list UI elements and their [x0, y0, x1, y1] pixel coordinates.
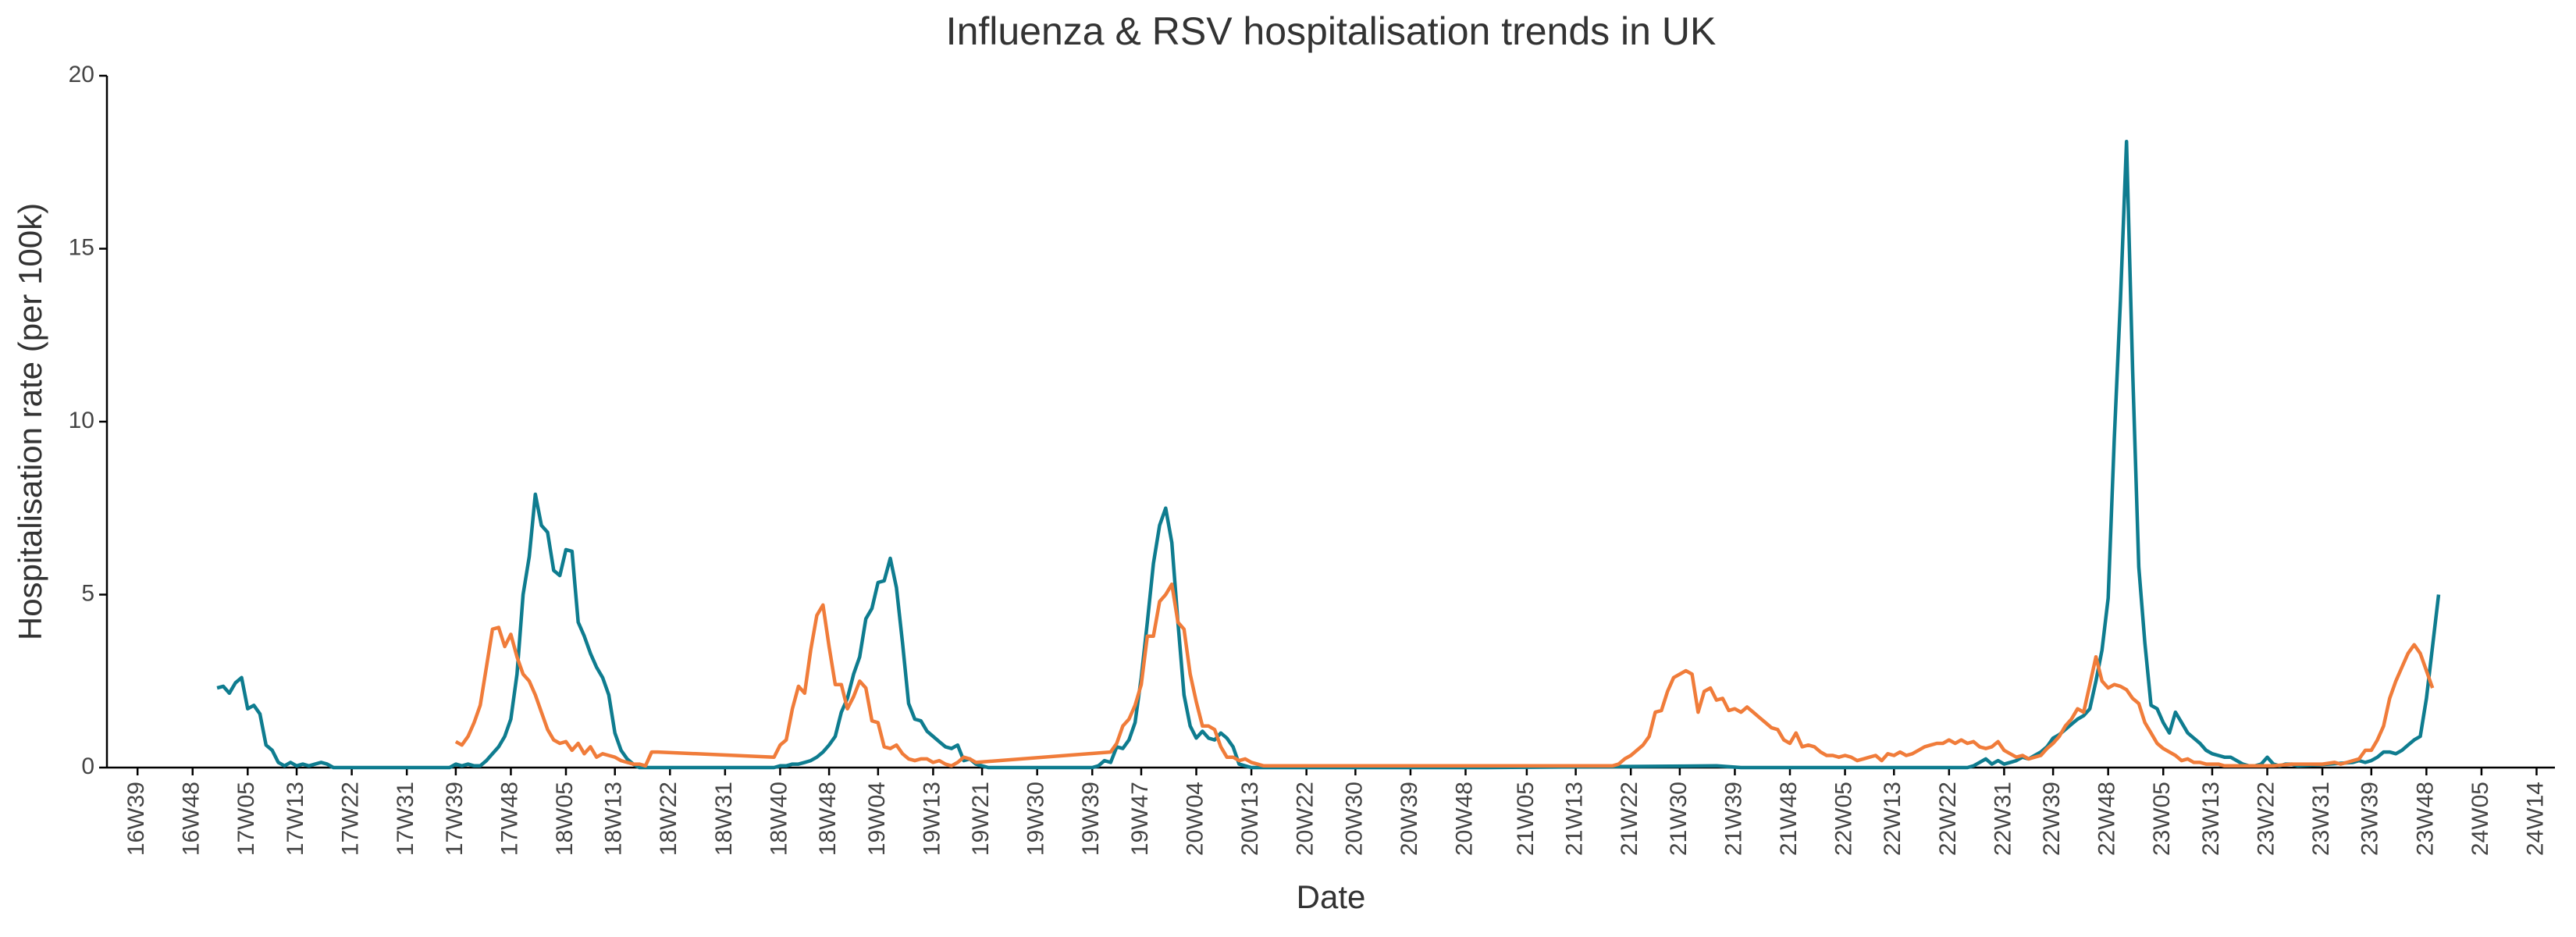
- x-tick-label: 17W48: [496, 782, 522, 856]
- x-tick-label: 19W21: [968, 782, 994, 856]
- x-tick-label: 20W13: [1237, 782, 1263, 856]
- x-tick-label: 19W47: [1127, 782, 1153, 856]
- x-tick-label: 21W05: [1513, 782, 1539, 856]
- x-tick-label: 20W22: [1293, 782, 1318, 856]
- x-tick-label: 17W31: [393, 782, 418, 856]
- y-tick-label: 15: [69, 234, 94, 260]
- x-tick-label: 19W13: [919, 782, 945, 856]
- x-tick-label: 20W48: [1451, 782, 1477, 856]
- x-axis-title: Date: [1297, 878, 1366, 915]
- x-tick-label: 17W39: [442, 782, 468, 856]
- chart-title: Influenza & RSV hospitalisation trends i…: [946, 9, 1717, 53]
- x-tick-label: 18W48: [815, 782, 841, 856]
- x-tick-label: 21W48: [1776, 782, 1802, 856]
- x-tick-label: 20W04: [1182, 782, 1208, 856]
- x-tick-label: 18W22: [656, 782, 681, 856]
- x-tick-label: 22W13: [1880, 782, 1905, 856]
- x-tick-label: 20W30: [1341, 782, 1367, 856]
- y-axis-title: Hospitalisation rate (per 100k): [12, 203, 48, 640]
- x-tick-label: 22W48: [2094, 782, 2120, 856]
- x-tick-label: 18W05: [552, 782, 578, 856]
- x-tick-label: 23W39: [2357, 782, 2383, 856]
- x-tick-label: 21W39: [1720, 782, 1746, 856]
- x-tick-label: 22W05: [1831, 782, 1856, 856]
- x-tick-label: 21W22: [1617, 782, 1642, 856]
- x-tick-label: 18W40: [766, 782, 792, 856]
- series-line: [454, 582, 2435, 768]
- x-tick-label: 23W22: [2253, 782, 2279, 856]
- x-tick-label: 18W13: [601, 782, 627, 856]
- x-tick-label: 24W05: [2467, 782, 2493, 856]
- x-tick-label: 21W30: [1666, 782, 1692, 856]
- x-tick-label: 19W39: [1078, 782, 1104, 856]
- x-tick-label: 24W14: [2522, 782, 2548, 856]
- x-tick-label: 19W30: [1023, 782, 1049, 856]
- series-line: [216, 139, 2441, 770]
- y-tick-label: 5: [81, 580, 94, 606]
- x-tick-label: 16W48: [179, 782, 205, 856]
- x-tick-label: 19W04: [864, 782, 890, 856]
- x-tick-label: 16W39: [123, 782, 149, 856]
- x-tick-label: 23W05: [2149, 782, 2175, 856]
- x-tick-label: 23W48: [2412, 782, 2438, 856]
- x-tick-label: 20W39: [1397, 782, 1422, 856]
- x-tick-label: 23W31: [2308, 782, 2334, 856]
- x-tick-label: 17W22: [338, 782, 364, 856]
- x-tick-label: 23W13: [2198, 782, 2224, 856]
- x-tick-label: 22W39: [2039, 782, 2065, 856]
- x-tick-label: 17W05: [233, 782, 259, 856]
- y-tick-label: 0: [81, 754, 94, 779]
- x-tick-label: 18W31: [711, 782, 737, 856]
- y-tick-label: 10: [69, 408, 94, 433]
- x-tick-label: 22W31: [1990, 782, 2016, 856]
- x-tick-label: 17W13: [283, 782, 308, 856]
- x-tick-label: 22W22: [1935, 782, 1961, 856]
- y-tick-label: 20: [69, 62, 94, 87]
- x-tick-label: 21W13: [1562, 782, 1588, 856]
